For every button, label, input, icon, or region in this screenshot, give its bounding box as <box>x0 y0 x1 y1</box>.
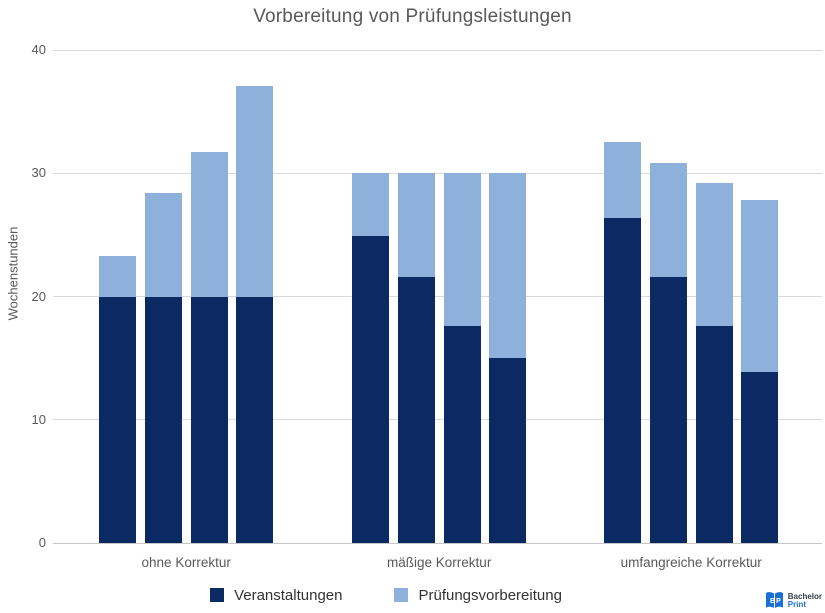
y-tick-label: 0 <box>38 535 46 550</box>
stacked-bar <box>604 142 641 543</box>
x-category-label: mäßige Korrektur <box>387 555 492 570</box>
legend-swatch <box>210 588 225 602</box>
gridline <box>53 419 822 421</box>
svg-text:B: B <box>770 596 775 605</box>
chart-title: Vorbereitung von Prüfungsleistungen <box>253 6 572 27</box>
y-axis-label: Wochenstunden <box>5 226 21 321</box>
plot-area <box>53 49 822 544</box>
bar-segment-veranstaltungen <box>741 371 779 543</box>
bar-segment-veranstaltungen <box>190 296 228 543</box>
stacked-bar <box>489 173 527 543</box>
bar-segment-veranstaltungen <box>695 326 733 543</box>
legend-swatch <box>394 588 409 602</box>
book-icon: B P <box>765 592 783 609</box>
bar-segment-pruefungsvorbereitung <box>352 173 389 237</box>
legend-label: Prüfungsvorbereitung <box>418 586 562 604</box>
y-tick-label: 10 <box>31 411 46 427</box>
bar-segment-pruefungsvorbereitung <box>190 152 228 297</box>
bar-segment-veranstaltungen <box>236 296 274 543</box>
bar-segment-veranstaltungen <box>443 326 481 543</box>
logo-text: Bachelor Print <box>787 591 822 609</box>
stacked-bar <box>741 200 779 543</box>
stacked-bar <box>352 173 389 543</box>
bar-segment-pruefungsvorbereitung <box>649 163 687 277</box>
bar-segment-veranstaltungen <box>604 217 641 543</box>
stacked-bar <box>695 183 733 543</box>
x-category-label: umfangreiche Korrektur <box>620 555 762 570</box>
stacked-bar <box>236 85 274 543</box>
bar-segment-veranstaltungen <box>397 276 435 543</box>
bar-segment-veranstaltungen <box>99 296 136 543</box>
y-tick-label: 30 <box>31 165 46 181</box>
bar-segment-pruefungsvorbereitung <box>236 85 274 297</box>
legend-item-veranstaltungen: Veranstaltungen <box>210 587 342 604</box>
bar-segment-veranstaltungen <box>352 236 389 543</box>
stacked-bar <box>190 152 228 543</box>
y-tick-label: 20 <box>31 288 46 304</box>
x-axis-line <box>53 542 822 544</box>
bar-segment-pruefungsvorbereitung <box>489 173 527 359</box>
bar-segment-pruefungsvorbereitung <box>397 173 435 277</box>
bar-segment-veranstaltungen <box>489 358 527 543</box>
y-tick-label: 40 <box>31 42 46 57</box>
bar-segment-pruefungsvorbereitung <box>604 142 641 218</box>
logo-text-line1: Bachelor <box>787 591 822 601</box>
bar-segment-pruefungsvorbereitung <box>741 200 779 372</box>
bar-segment-pruefungsvorbereitung <box>99 255 136 297</box>
x-category-label: ohne Korrektur <box>141 555 231 570</box>
gridline <box>53 296 822 297</box>
stacked-bar <box>649 163 687 543</box>
legend-label: Veranstaltungen <box>234 586 343 604</box>
bar-segment-veranstaltungen <box>649 276 687 543</box>
bar-segment-pruefungsvorbereitung <box>443 173 481 327</box>
bar-segment-pruefungsvorbereitung <box>144 192 182 297</box>
stacked-bar <box>443 173 481 543</box>
logo-text-line2: Print <box>787 599 806 609</box>
svg-text:P: P <box>776 596 781 605</box>
gridline <box>53 172 822 174</box>
stacked-bar <box>99 255 136 543</box>
stacked-bar <box>144 192 182 543</box>
legend-item-prüfungsvorbereitung: Prüfungsvorbereitung <box>394 586 562 604</box>
bar-segment-veranstaltungen <box>144 296 182 543</box>
gridline <box>53 49 822 51</box>
bachelorprint-logo: B P Bachelor Print <box>764 590 822 611</box>
legend: Veranstaltungen Prüfungsvorbereitung <box>0 584 772 606</box>
bar-segment-pruefungsvorbereitung <box>695 183 733 327</box>
stacked-bar <box>397 173 435 543</box>
